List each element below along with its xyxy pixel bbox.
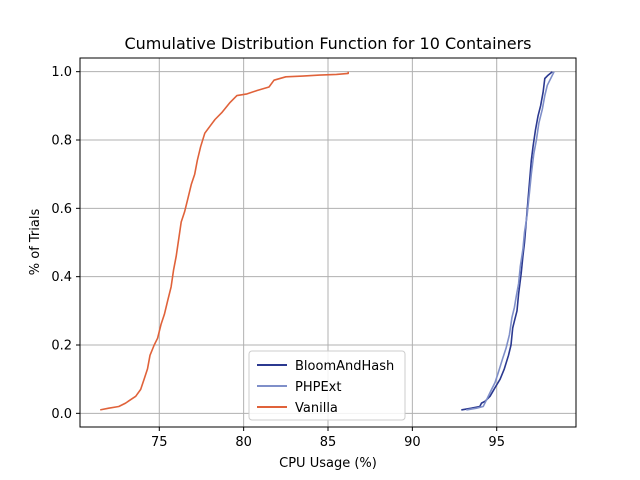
legend-label-phpext: PHPExt xyxy=(295,380,341,395)
series-lines xyxy=(100,71,555,411)
y-tick-label: 0.0 xyxy=(51,407,72,422)
legend-box xyxy=(248,350,406,421)
series-line-vanilla xyxy=(100,71,350,411)
y-tick-label: 0.2 xyxy=(51,339,72,354)
y-tick-label: 0.4 xyxy=(51,270,72,285)
y-axis-label: % of Trials xyxy=(28,209,43,276)
x-axis-label: CPU Usage (%) xyxy=(279,456,377,471)
x-tick-label: 90 xyxy=(404,435,421,450)
legend-label-vanilla: Vanilla xyxy=(295,401,338,416)
grid-lines xyxy=(80,58,576,427)
series-line-bloomandhash xyxy=(461,71,553,411)
y-tick-label: 1.0 xyxy=(51,65,72,80)
x-tick-label: 95 xyxy=(488,435,505,450)
x-tick-label: 75 xyxy=(151,435,168,450)
chart-title: Cumulative Distribution Function for 10 … xyxy=(124,34,531,53)
x-axis-ticks: 75 80 85 90 95 xyxy=(151,427,505,450)
legend-label-bloomandhash: BloomAndHash xyxy=(295,359,394,374)
y-axis-ticks: 0.0 0.2 0.4 0.6 0.8 1.0 xyxy=(51,65,80,422)
x-tick-label: 80 xyxy=(235,435,252,450)
y-tick-label: 0.8 xyxy=(51,134,72,149)
x-tick-label: 85 xyxy=(320,435,337,450)
series-line-phpext xyxy=(466,71,555,411)
y-tick-label: 0.6 xyxy=(51,202,72,217)
legend: BloomAndHash PHPExt Vanilla xyxy=(248,350,406,421)
